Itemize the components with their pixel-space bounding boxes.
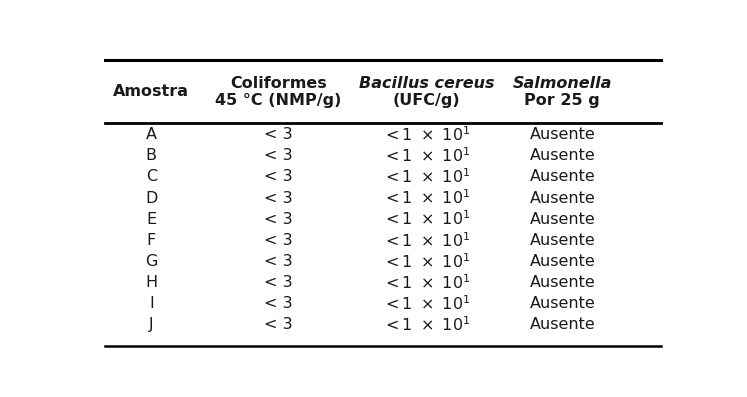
Text: Salmonella: Salmonella xyxy=(512,76,612,91)
Text: $\mathregular{< 1\ \times\ 10^{1}}$: $\mathregular{< 1\ \times\ 10^{1}}$ xyxy=(382,189,471,207)
Text: Amostra: Amostra xyxy=(114,85,189,100)
Text: G: G xyxy=(145,254,158,269)
Text: F: F xyxy=(146,233,156,248)
Text: H: H xyxy=(145,275,158,290)
Text: Ausente: Ausente xyxy=(530,296,595,311)
Text: C: C xyxy=(146,170,157,185)
Text: Ausente: Ausente xyxy=(530,233,595,248)
Text: $\mathregular{< 1\ \times\ 10^{1}}$: $\mathregular{< 1\ \times\ 10^{1}}$ xyxy=(382,168,471,186)
Text: B: B xyxy=(146,148,157,163)
Text: J: J xyxy=(149,317,154,332)
Text: < 3: < 3 xyxy=(264,127,293,142)
Text: Ausente: Ausente xyxy=(530,317,595,332)
Text: < 3: < 3 xyxy=(264,191,293,206)
Text: $\mathregular{< 1\ \times\ 10^{1}}$: $\mathregular{< 1\ \times\ 10^{1}}$ xyxy=(382,231,471,250)
Text: Ausente: Ausente xyxy=(530,170,595,185)
Text: I: I xyxy=(149,296,154,311)
Text: < 3: < 3 xyxy=(264,170,293,185)
Text: $\mathregular{< 1\ \times\ 10^{1}}$: $\mathregular{< 1\ \times\ 10^{1}}$ xyxy=(382,273,471,292)
Text: Por 25 g: Por 25 g xyxy=(524,93,600,108)
Text: < 3: < 3 xyxy=(264,254,293,269)
Text: 45 °C (NMP/g): 45 °C (NMP/g) xyxy=(215,93,342,108)
Text: Bacillus cereus: Bacillus cereus xyxy=(359,76,494,91)
Text: < 3: < 3 xyxy=(264,317,293,332)
Text: < 3: < 3 xyxy=(264,148,293,163)
Text: < 3: < 3 xyxy=(264,275,293,290)
Text: $\mathregular{< 1\ \times\ 10^{1}}$: $\mathregular{< 1\ \times\ 10^{1}}$ xyxy=(382,294,471,313)
Text: $\mathregular{< 1\ \times\ 10^{1}}$: $\mathregular{< 1\ \times\ 10^{1}}$ xyxy=(382,315,471,334)
Text: Coliformes: Coliformes xyxy=(230,76,327,91)
Text: Ausente: Ausente xyxy=(530,275,595,290)
Text: Ausente: Ausente xyxy=(530,191,595,206)
Text: $\mathregular{< 1\ \times\ 10^{1}}$: $\mathregular{< 1\ \times\ 10^{1}}$ xyxy=(382,125,471,144)
Text: (UFC/g): (UFC/g) xyxy=(392,93,460,108)
Text: $\mathregular{< 1\ \times\ 10^{1}}$: $\mathregular{< 1\ \times\ 10^{1}}$ xyxy=(382,210,471,229)
Text: $\mathregular{< 1\ \times\ 10^{1}}$: $\mathregular{< 1\ \times\ 10^{1}}$ xyxy=(382,146,471,165)
Text: E: E xyxy=(146,212,156,227)
Text: Ausente: Ausente xyxy=(530,254,595,269)
Text: < 3: < 3 xyxy=(264,296,293,311)
Text: $\mathregular{< 1\ \times\ 10^{1}}$: $\mathregular{< 1\ \times\ 10^{1}}$ xyxy=(382,252,471,271)
Text: < 3: < 3 xyxy=(264,233,293,248)
Text: A: A xyxy=(146,127,157,142)
Text: Ausente: Ausente xyxy=(530,148,595,163)
Text: Ausente: Ausente xyxy=(530,127,595,142)
Text: < 3: < 3 xyxy=(264,212,293,227)
Text: Ausente: Ausente xyxy=(530,212,595,227)
Text: D: D xyxy=(145,191,158,206)
